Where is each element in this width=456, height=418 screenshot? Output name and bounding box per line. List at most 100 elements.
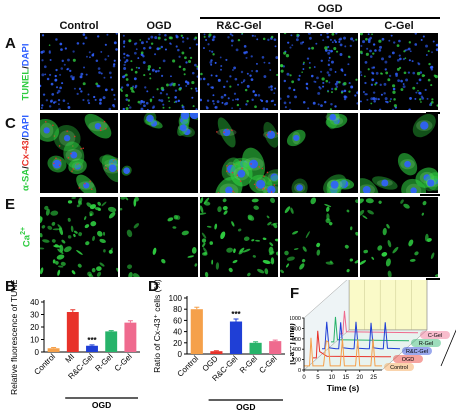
series-label-pill: [411, 339, 441, 347]
panel-label-e: E: [5, 196, 16, 213]
y-axis-label: Relative fluorescence of TUNEL (%): [9, 280, 19, 395]
micrograph-a-r-gel: [280, 33, 358, 110]
micrograph-a-c-gel: [360, 33, 438, 110]
micrograph-a-control: [40, 33, 118, 110]
series-line: [304, 337, 382, 367]
row-label-part: DAPI: [20, 42, 32, 66]
column-header-ogd: OGD: [146, 20, 172, 32]
micrograph-a-ogd: [120, 33, 198, 110]
significance-marker: ***: [87, 336, 97, 345]
category-label: R-Gel: [238, 354, 259, 375]
row-label-part: DAPI: [20, 114, 32, 138]
micrograph-c-control: [40, 113, 118, 193]
series-line: [322, 321, 401, 350]
bar-ogd: [210, 351, 223, 354]
micrograph-e-ogd: [120, 197, 198, 277]
y-tick-label: 100: [169, 294, 183, 303]
series-label: C-Gel: [428, 333, 442, 339]
micrograph-c-c-gel: [360, 113, 438, 193]
micrograph-c-r-gel: [280, 113, 358, 193]
category-label: C-Gel: [257, 354, 278, 375]
y-tick-label: 60: [173, 316, 182, 325]
micrograph-e-control: [40, 197, 118, 277]
row-label-tunel: TUNEL/DAPI: [20, 42, 32, 101]
y-tick-label: 0: [35, 348, 40, 357]
panel-label-c: C: [5, 115, 16, 132]
column-header-r-gel: R-Gel: [304, 20, 334, 32]
panel-label-f: F: [290, 285, 300, 302]
y-tick-label: 30: [30, 311, 39, 320]
micrograph-a-rc-gel: [200, 33, 278, 110]
ogd-group-label: OGD: [236, 402, 255, 412]
category-label: C-Gel: [113, 352, 134, 373]
scale-bar-e: [426, 278, 440, 280]
category-label: MI: [64, 352, 77, 365]
series-label-pill: [393, 355, 423, 363]
chart-back-wall: [348, 280, 428, 331]
row-label-part: Ca: [21, 234, 33, 248]
series-label: OGD: [402, 357, 415, 363]
series-label-pill: [384, 363, 414, 371]
x-tick-label: 20: [356, 375, 363, 381]
row-label-part: Cx-43: [20, 140, 32, 167]
ogd-group-label: OGD: [92, 400, 111, 410]
column-header-rc-gel: R&C-Gel: [216, 20, 262, 32]
bar-r-gel: [249, 342, 262, 354]
micrograph-c-rc-gel: [200, 113, 278, 193]
x-tick-label: 5: [316, 375, 320, 381]
row-label-part: 2+: [20, 226, 28, 235]
column-header-c-gel: C-Gel: [384, 20, 414, 32]
column-header-control: Control: [59, 20, 99, 32]
x-axis-label: Time (s): [327, 383, 360, 393]
y-tick-label: 200: [292, 358, 301, 364]
y-tick-label: 10: [30, 336, 39, 345]
micrograph-e-rc-gel: [200, 197, 278, 277]
chart-b-tunel: 0 10 20 30 40 Relative fluorescence of TUNEL …: [9, 280, 140, 410]
y-tick-label: 0: [298, 368, 301, 374]
micrograph-e-c-gel: [360, 197, 438, 277]
x-tick-label: 25: [370, 375, 377, 381]
ogd-group-label: OGD: [317, 3, 343, 15]
y-tick-label: 400: [292, 347, 301, 353]
series-line: [313, 330, 392, 359]
y-tick-label: 40: [173, 328, 182, 337]
y-axis-label: Ratio of Cx-43⁺ cells (%): [152, 280, 162, 373]
micrograph-c-ogd: [120, 113, 198, 193]
ogd-bracket: [440, 329, 456, 367]
y-tick-label: 0: [178, 350, 183, 359]
significance-marker: ***: [231, 310, 241, 319]
row-label-part: /: [20, 137, 32, 141]
panel-label-a: A: [5, 35, 16, 52]
panel-label-d: D: [148, 278, 159, 295]
y-tick-label: 20: [173, 339, 182, 348]
series-line: [331, 316, 410, 343]
bar-r-c-gel: [229, 321, 243, 354]
row-label-tunel-wrap: TUNEL/DAPI: [20, 33, 32, 110]
row-label-part: TUNEL: [20, 68, 32, 101]
series-label: R&C-Gel: [406, 349, 428, 355]
bar-control: [47, 348, 60, 352]
category-label: R-Gel: [93, 352, 114, 373]
series-label: Control: [390, 365, 408, 371]
bar-control: [190, 309, 203, 354]
bar-c-gel: [124, 322, 137, 352]
row-label-part: α-SA: [20, 168, 32, 192]
row-label-part: /: [20, 166, 32, 169]
x-tick-label: 0: [302, 375, 306, 381]
y-axis-label: [Ca²⁺] (nM): [290, 323, 296, 365]
panel-label-b: B: [5, 278, 16, 295]
bar-r-c-gel: [86, 345, 98, 352]
bar-c-gel: [269, 341, 282, 354]
row-label-asa-cx43: α-SA/Cx-43/DAPI: [20, 114, 32, 192]
y-tick-label: 40: [30, 298, 39, 307]
scale-bar-c: [420, 194, 440, 196]
scale-bar-a: [426, 112, 440, 114]
y-tick-label: 600: [292, 337, 301, 343]
bar-mi: [66, 312, 79, 352]
series-label-pill: [402, 347, 432, 355]
y-tick-label: 800: [292, 326, 301, 332]
row-label-asa-wrap: α-SA/Cx-43/DAPI: [20, 113, 32, 193]
micrograph-e-r-gel: [280, 197, 358, 277]
